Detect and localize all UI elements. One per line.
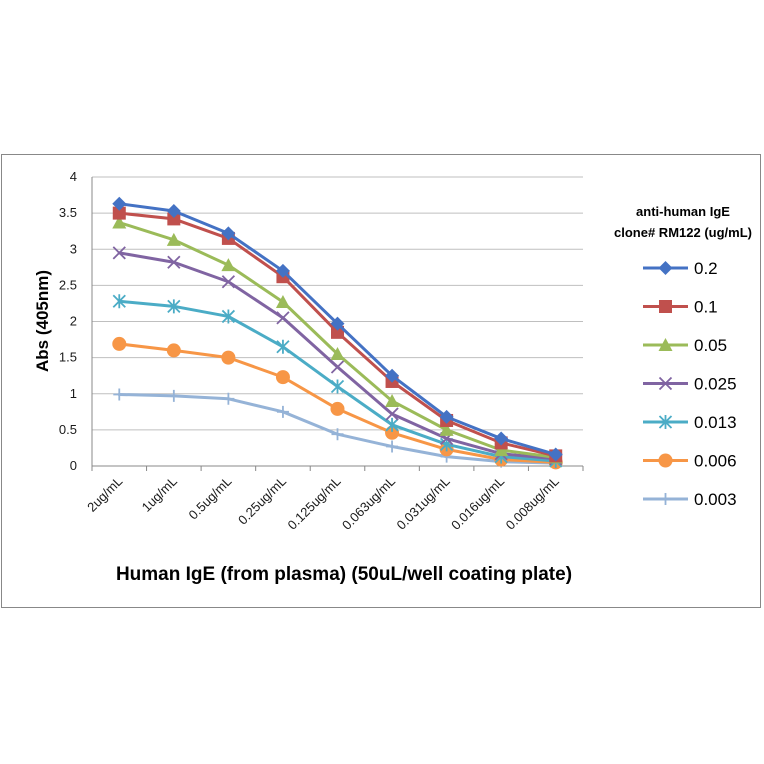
data-point <box>658 261 673 275</box>
legend-item: 0.025 <box>643 375 737 394</box>
y-tick-label: 0.5 <box>59 422 77 437</box>
data-point <box>166 232 181 246</box>
y-tick-label: 1 <box>70 386 77 401</box>
data-point <box>167 299 181 314</box>
data-point <box>385 368 400 383</box>
y-tick-label: 2.5 <box>59 277 77 292</box>
series-layer <box>112 196 563 470</box>
data-point <box>113 388 126 401</box>
y-axis-ticks: 0 0.5 1 1.5 2 2.5 3 3.5 4 <box>59 169 77 473</box>
legend-label: 0.013 <box>694 413 737 432</box>
data-point <box>112 294 126 309</box>
legend-item: 0.1 <box>643 298 718 317</box>
legend-label: 0.05 <box>694 336 727 355</box>
legend-label: 0.1 <box>694 298 718 317</box>
data-point <box>658 453 673 468</box>
legend-label: 0.025 <box>694 375 737 394</box>
data-point <box>167 255 181 269</box>
x-tick-label: 0.25ug/mL <box>235 474 289 528</box>
data-point <box>658 415 673 429</box>
series-0.2 <box>112 196 563 462</box>
data-point <box>494 431 509 446</box>
data-point <box>275 370 290 385</box>
legend-label: 0.003 <box>694 490 737 509</box>
data-point <box>494 443 509 457</box>
data-point <box>222 392 235 405</box>
data-point <box>331 325 344 339</box>
data-point <box>221 258 236 272</box>
data-point <box>167 389 180 402</box>
data-point <box>386 440 399 453</box>
data-point <box>659 300 672 313</box>
x-tick-label: 2ug/mL <box>84 474 125 515</box>
data-point <box>659 493 672 505</box>
x-tick-label: 0.008ug/mL <box>503 474 562 533</box>
x-tick-label: 0.5ug/mL <box>186 474 235 523</box>
legend-items: 0.2 0.1 0.05 0.025 0.013 0.006 0.003 <box>643 259 737 509</box>
x-tick-label: 0.016ug/mL <box>448 474 507 533</box>
legend-label: 0.2 <box>694 259 718 278</box>
data-point <box>112 246 126 260</box>
data-point <box>439 409 454 424</box>
data-point <box>221 350 236 365</box>
data-point <box>658 376 673 391</box>
legend-item: 0.2 <box>643 259 718 278</box>
data-point <box>221 309 236 324</box>
y-tick-label: 4 <box>70 169 77 184</box>
legend: anti-human IgE clone# RM122 (ug/mL) 0.20… <box>614 204 752 509</box>
data-point <box>112 196 127 211</box>
data-point <box>330 379 345 394</box>
data-point <box>439 422 454 436</box>
legend-item: 0.003 <box>643 490 737 509</box>
data-point <box>112 215 127 229</box>
data-point <box>330 360 345 374</box>
data-point <box>112 206 126 220</box>
data-point <box>275 294 290 308</box>
series-0.05 <box>112 215 563 464</box>
chart-frame <box>1 154 761 608</box>
data-point <box>275 263 290 278</box>
y-tick-label: 1.5 <box>59 350 77 365</box>
data-point <box>167 212 181 226</box>
legend-item: 0.013 <box>643 413 737 432</box>
data-point <box>385 417 399 432</box>
data-point <box>330 401 345 416</box>
x-tick-label: 1ug/mL <box>139 474 180 515</box>
data-point <box>658 338 673 351</box>
y-tick-label: 3.5 <box>59 205 77 220</box>
y-tick-label: 3 <box>70 241 77 256</box>
legend-title-line1: anti-human IgE <box>636 204 730 219</box>
data-point <box>548 447 563 462</box>
data-point <box>330 316 345 331</box>
legend-label: 0.006 <box>694 452 737 471</box>
data-point <box>276 311 290 325</box>
y-tick-label: 0 <box>70 458 77 473</box>
data-point <box>112 336 127 351</box>
x-tick-label: 0.031ug/mL <box>394 474 453 533</box>
data-point <box>276 339 290 354</box>
legend-title-line2: clone# RM122 (ug/mL) <box>614 225 752 240</box>
legend-item: 0.006 <box>643 452 737 471</box>
data-point <box>276 405 289 418</box>
x-axis-title: Human IgE (from plasma) (50uL/well coati… <box>116 564 572 585</box>
data-point <box>221 226 236 241</box>
data-point <box>221 275 236 289</box>
data-point <box>331 428 344 441</box>
y-tick-label: 2 <box>70 314 77 329</box>
data-point <box>330 347 345 361</box>
data-point <box>385 407 399 421</box>
data-point <box>166 203 181 218</box>
data-point <box>166 343 181 358</box>
y-axis-title: Abs (405nm) <box>33 270 52 372</box>
legend-item: 0.05 <box>643 336 727 355</box>
x-tick-label: 0.125ug/mL <box>284 474 343 533</box>
data-point <box>385 393 400 407</box>
x-tick-label: 0.063ug/mL <box>339 474 398 533</box>
x-axis-ticks: 2ug/mL 1ug/mL 0.5ug/mL 0.25ug/mL0.125ug/mL0… <box>84 474 562 533</box>
series-line <box>117 221 558 459</box>
